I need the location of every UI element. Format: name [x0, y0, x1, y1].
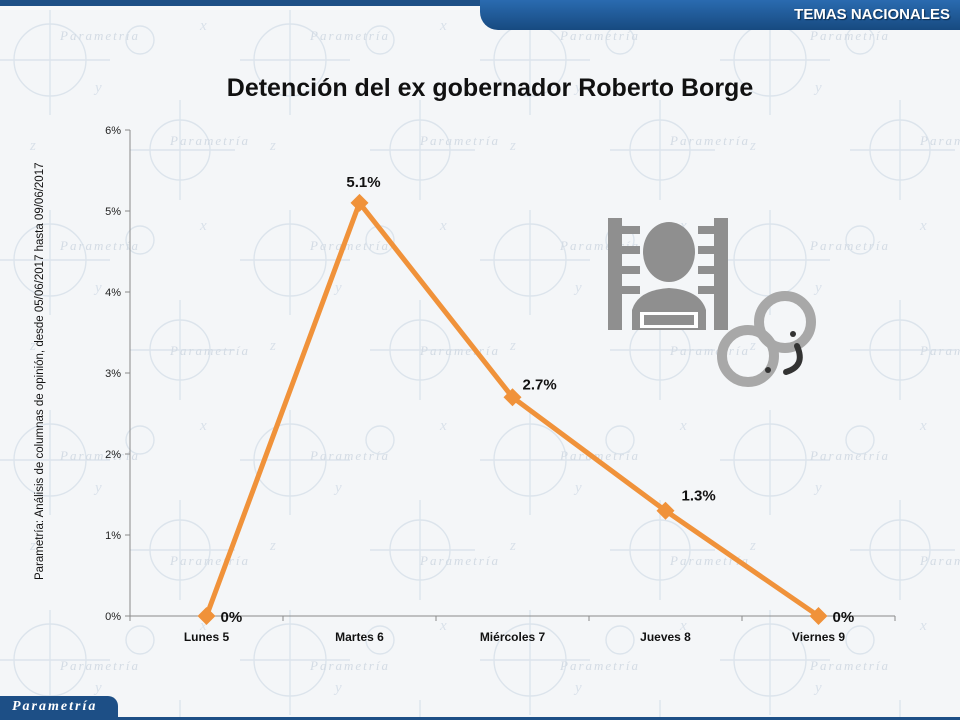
data-label: 0% — [833, 609, 855, 626]
chart-marks: 0% 5.1% 2.7% 1.3% 0% — [197, 174, 855, 626]
watermark-word: Parametría — [669, 133, 750, 148]
data-label: 5.1% — [346, 174, 380, 191]
chart-title: Detención del ex gobernador Roberto Borg… — [226, 74, 754, 102]
watermark-word: Parametría — [59, 658, 140, 673]
watermark-word: Parametría — [559, 448, 640, 463]
brand-logo-text: Parametría — [12, 699, 98, 714]
x-tick-label: Viernes 9 — [792, 630, 845, 644]
data-point — [197, 607, 216, 625]
watermark-word: Parametría — [309, 658, 390, 673]
chart-axes: 0% 1% 2% 3% 4% 5% 6% Lunes 5 Martes 6 Miércoles 7… — [105, 125, 896, 644]
x-tick-label: Lunes 5 — [184, 630, 230, 644]
watermark-word: Parametría — [59, 448, 140, 463]
watermark-word: Parametría — [309, 28, 390, 43]
data-label: 2.7% — [523, 376, 557, 393]
watermark-word: Parametría — [419, 553, 500, 568]
y-tick-label: 1% — [105, 530, 121, 542]
footer-line — [118, 717, 960, 720]
y-tick-label: 6% — [105, 125, 121, 137]
y-tick-label: 2% — [105, 449, 121, 461]
data-point — [503, 388, 522, 407]
watermark-word: Parametría — [559, 28, 640, 43]
x-tick-label: Miércoles 7 — [480, 630, 546, 644]
data-point — [350, 193, 369, 212]
data-point — [809, 607, 828, 625]
watermark-word: Parametría — [309, 448, 390, 463]
watermark-word: Parametría — [559, 658, 640, 673]
data-label: 0% — [221, 609, 243, 626]
watermark-word: Parametría — [809, 28, 890, 43]
prisoner-mugshot-icon — [608, 218, 728, 330]
watermark-word: Parametría — [169, 343, 250, 358]
y-tick-label: 3% — [105, 368, 121, 380]
data-point — [656, 501, 675, 520]
watermark-word: Parametría — [59, 238, 140, 253]
watermark-word: Parametría — [919, 133, 960, 148]
watermark-word: Parametría — [919, 553, 960, 568]
y-tick-label: 0% — [105, 611, 121, 623]
footer-logo: Parametría — [0, 696, 118, 720]
x-tick-label: Jueves 8 — [640, 630, 691, 644]
y-tick-label: 4% — [105, 287, 121, 299]
watermark-word: Parametría — [809, 238, 890, 253]
watermark-word: Parametría — [59, 28, 140, 43]
watermark-word: Parametría — [809, 658, 890, 673]
x-tick-label: Martes 6 — [335, 630, 384, 644]
watermark-word: Parametría — [809, 448, 890, 463]
watermark-word: Parametría — [419, 133, 500, 148]
watermark-word: Parametría — [169, 133, 250, 148]
data-label: 1.3% — [682, 488, 716, 505]
handcuffs-icon — [717, 291, 816, 387]
watermark-word: Parametría — [309, 238, 390, 253]
section-header-tab: TEMAS NACIONALES — [480, 0, 960, 30]
y-tick-label: 5% — [105, 206, 121, 218]
section-label: TEMAS NACIONALES — [794, 6, 950, 23]
watermark-word: Parametría — [919, 343, 960, 358]
